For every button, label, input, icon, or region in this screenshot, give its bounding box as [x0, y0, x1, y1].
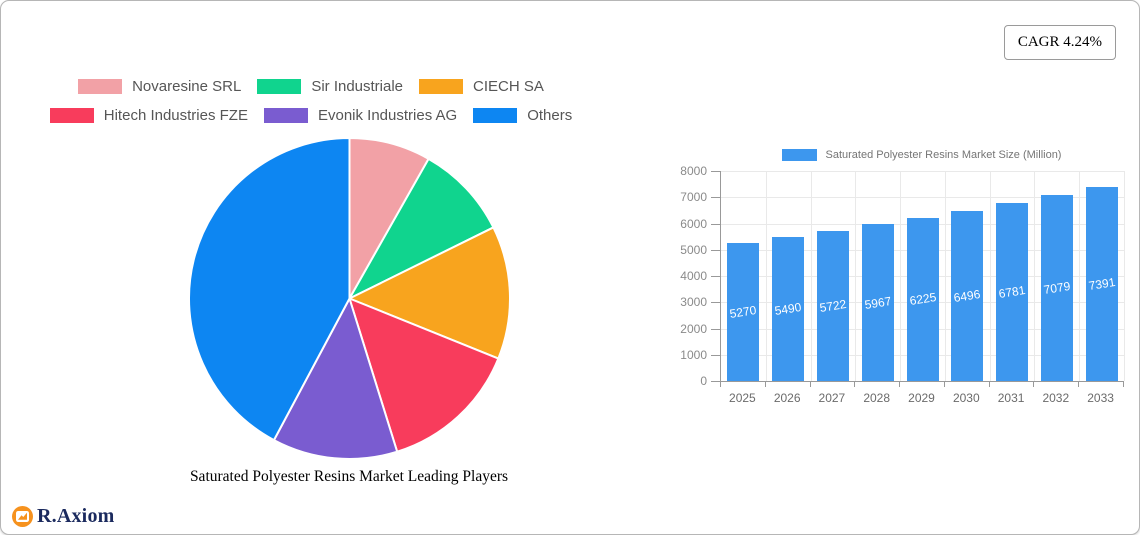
legend-label: Novaresine SRL: [132, 77, 242, 95]
bar: [996, 203, 1029, 381]
grid-line-horizontal: [721, 197, 1124, 199]
pie-slice: [348, 297, 500, 453]
x-axis-label: 2029: [908, 391, 935, 405]
legend-item: CIECH SA: [419, 78, 544, 95]
y-axis-tick: [711, 276, 720, 277]
grid-line-vertical: [765, 171, 767, 381]
legend-swatch: [257, 78, 302, 94]
grid-line-vertical: [1124, 171, 1125, 381]
legend-swatch: [419, 78, 464, 94]
legend-swatch: [473, 107, 518, 123]
bar-chart-legend: Saturated Polyester Resins Market Size (…: [720, 149, 1123, 161]
grid-line-vertical: [1034, 171, 1036, 381]
bar-legend-swatch: [781, 149, 817, 161]
x-axis-label: 2027: [818, 391, 846, 405]
pie-slice: [348, 226, 511, 360]
x-axis-label: 2031: [997, 391, 1025, 405]
y-axis-label: 7000: [680, 190, 707, 205]
x-axis-tick: [943, 382, 945, 387]
pie-legend-row: Hitech Industries FZE Evonik Industries A…: [1, 104, 621, 126]
y-axis-label: 8000: [680, 164, 707, 178]
y-axis-tick: [711, 354, 720, 356]
y-axis-tick: [711, 197, 720, 199]
x-axis-tick: [854, 382, 856, 387]
x-axis-tick: [720, 382, 721, 387]
logo-area-chart-icon: [12, 506, 33, 527]
pie-slice: [188, 137, 351, 442]
bar-chart-plot: 5270 5490 5722 5967 6225 6496 6781 7079 7391: [720, 171, 1125, 382]
grid-line-horizontal: [721, 171, 1124, 172]
y-axis-tick: [711, 381, 720, 382]
bar: [1085, 187, 1118, 381]
x-axis-tick: [1033, 382, 1035, 387]
x-axis-label: 2025: [729, 391, 756, 405]
bar: [951, 210, 984, 381]
grid-line-vertical: [989, 171, 991, 381]
y-axis-label: 4000: [680, 269, 707, 283]
legend-item: Novaresine SRL: [78, 78, 241, 95]
cagr-value: CAGR 4.24%: [1017, 34, 1102, 50]
bar: [1040, 195, 1073, 381]
legend-item: Sir Industriale: [257, 78, 403, 95]
bar-legend-label: Saturated Polyester Resins Market Size (…: [825, 149, 1062, 161]
legend-swatch: [78, 78, 123, 94]
legend-swatch: [49, 107, 94, 123]
brand-logo: R.Axiom: [11, 505, 115, 528]
x-axis-label: 2030: [952, 391, 980, 405]
pie-legend-row: Novaresine SRL Sir Industriale CIECH SA: [1, 75, 621, 97]
bar-chart-section: Saturated Polyester Resins Market Size (…: [671, 141, 1139, 426]
grid-line-vertical: [900, 171, 902, 381]
bar: [727, 242, 760, 381]
x-axis-tick: [809, 382, 811, 387]
pie-legend: Novaresine SRL Sir Industriale CIECH SA Hit…: [1, 75, 621, 133]
y-axis-label: 5000: [680, 242, 707, 257]
x-axis-tick: [1078, 382, 1080, 387]
x-axis-label: 2033: [1087, 391, 1114, 405]
y-axis-label: 6000: [680, 216, 707, 231]
legend-label: Hitech Industries FZE: [103, 106, 248, 124]
grid-line-vertical: [855, 171, 857, 381]
y-axis-label: 0: [700, 374, 707, 388]
y-axis-tick: [711, 302, 720, 304]
bar: [861, 224, 894, 381]
y-axis-tick: [711, 223, 720, 225]
x-axis-tick: [988, 382, 990, 387]
y-axis-label: 3000: [680, 295, 707, 310]
pie-slice: [272, 297, 399, 461]
legend-label: Others: [527, 106, 573, 124]
legend-label: Sir Industriale: [311, 77, 404, 95]
bar: [906, 217, 939, 381]
grid-line-vertical: [944, 171, 946, 381]
legend-label: CIECH SA: [473, 77, 544, 95]
legend-swatch: [263, 107, 308, 123]
x-axis-label: 2026: [773, 391, 801, 405]
x-axis-tick: [1123, 382, 1124, 387]
bar: [816, 230, 849, 381]
legend-item: Evonik Industries AG: [263, 106, 458, 124]
y-axis-label: 2000: [680, 321, 707, 336]
cagr-badge: CAGR 4.24%: [1003, 25, 1116, 60]
legend-item: Others: [473, 107, 572, 124]
x-axis-tick: [899, 382, 901, 387]
x-axis-label: 2032: [1042, 391, 1070, 405]
grid-line-vertical: [1079, 171, 1081, 381]
y-axis-label: 1000: [680, 347, 707, 362]
y-axis-tick: [711, 328, 720, 330]
x-axis-label: 2028: [863, 391, 891, 405]
pie-slice: [348, 157, 495, 300]
logo-text: R.Axiom: [37, 505, 115, 527]
pie-chart: [188, 137, 511, 461]
grid-line-vertical: [810, 171, 812, 381]
legend-item: Hitech Industries FZE: [49, 106, 248, 124]
legend-label: Evonik Industries AG: [317, 106, 458, 124]
y-axis-tick: [711, 249, 720, 251]
bar: [772, 236, 805, 381]
pie-chart-title: Saturated Polyester Resins Market Leadin…: [189, 468, 509, 485]
y-axis-tick: [711, 171, 720, 172]
x-axis-tick: [764, 382, 766, 387]
